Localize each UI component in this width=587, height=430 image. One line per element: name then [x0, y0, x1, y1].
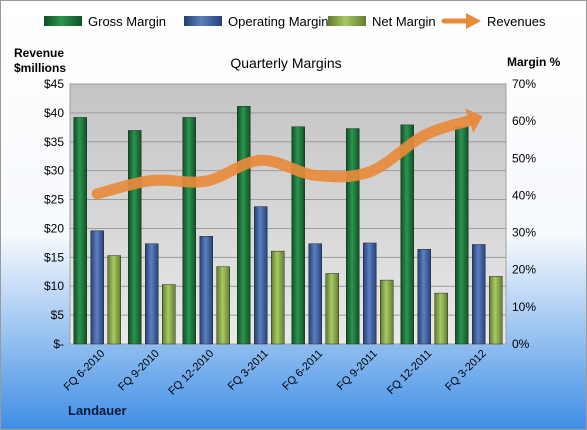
bar-operating-margin — [363, 242, 377, 345]
bar-net-margin — [434, 292, 448, 345]
right-tick-label: 60% — [512, 114, 536, 128]
left-tick-label: $40 — [44, 106, 64, 120]
bar-gross-margin — [291, 126, 305, 345]
bar-net-margin — [216, 266, 230, 345]
bar-operating-margin — [417, 249, 431, 345]
bar-gross-margin — [455, 126, 469, 345]
bar-gross-margin — [182, 117, 196, 345]
left-tick-label: $25 — [44, 193, 64, 207]
company-label: Landauer — [68, 403, 127, 418]
right-tick-label: 70% — [512, 77, 536, 91]
bar-gross-margin — [128, 130, 142, 345]
revenue-line-arrowhead — [465, 108, 483, 133]
bars — [73, 106, 503, 345]
left-tick-label: $5 — [51, 308, 65, 322]
chart-title: Quarterly Margins — [230, 55, 341, 71]
bar-operating-margin — [472, 244, 486, 345]
bar-net-margin — [380, 279, 394, 345]
bar-gross-margin — [346, 128, 360, 345]
legend-swatch-net-margin — [328, 16, 366, 26]
right-axis-ticks: 0% 10% 20% 30% 40% 50% 60% 70% — [512, 77, 536, 351]
right-tick-label: 30% — [512, 226, 536, 240]
right-tick-label: 20% — [512, 263, 536, 277]
right-axis-title: Margin % — [507, 55, 561, 69]
bar-operating-margin — [145, 243, 159, 345]
legend-label-gross-margin: Gross Margin — [88, 14, 166, 29]
legend-label-operating-margin: Operating Margin — [228, 14, 328, 29]
left-tick-label: $45 — [44, 77, 64, 91]
right-tick-label: 10% — [512, 300, 536, 314]
bar-operating-margin — [90, 230, 104, 345]
left-axis-title-line2: $millions — [14, 61, 66, 75]
revenue-line-path — [91, 115, 475, 200]
left-tick-label: $- — [53, 337, 64, 351]
legend-swatch-gross-margin — [44, 16, 82, 26]
left-tick-label: $10 — [44, 279, 64, 293]
bar-operating-margin — [254, 206, 268, 345]
bar-gross-margin — [400, 124, 414, 345]
legend-label-revenues: Revenues — [487, 14, 546, 29]
legend-label-net-margin: Net Margin — [372, 14, 436, 29]
bar-operating-margin — [199, 236, 213, 345]
left-tick-label: $35 — [44, 135, 64, 149]
bar-operating-margin — [308, 243, 322, 345]
gridlines — [70, 83, 506, 316]
legend-swatch-operating-margin — [184, 16, 222, 26]
bar-gross-margin — [237, 106, 251, 345]
bar-gross-margin — [73, 117, 87, 345]
revenue-line — [91, 108, 483, 200]
legend: Gross Margin Operating Margin Net Margin… — [44, 13, 546, 29]
right-tick-label: 50% — [512, 151, 536, 165]
bar-net-margin — [107, 255, 121, 345]
left-axis-title-line1: Revenue — [14, 46, 64, 60]
right-tick-label: 40% — [512, 188, 536, 202]
bar-net-margin — [162, 284, 176, 345]
left-tick-label: $30 — [44, 164, 64, 178]
right-tick-label: 0% — [512, 337, 530, 351]
left-tick-label: $15 — [44, 250, 64, 264]
left-axis-ticks: $- $5 $10 $15 $20 $25 $30 $35 $40 $45 — [44, 77, 64, 351]
bar-net-margin — [489, 276, 503, 345]
bar-net-margin — [325, 273, 339, 345]
left-tick-label: $20 — [44, 221, 64, 235]
bar-net-margin — [271, 250, 285, 345]
legend-swatch-revenues — [441, 13, 481, 29]
